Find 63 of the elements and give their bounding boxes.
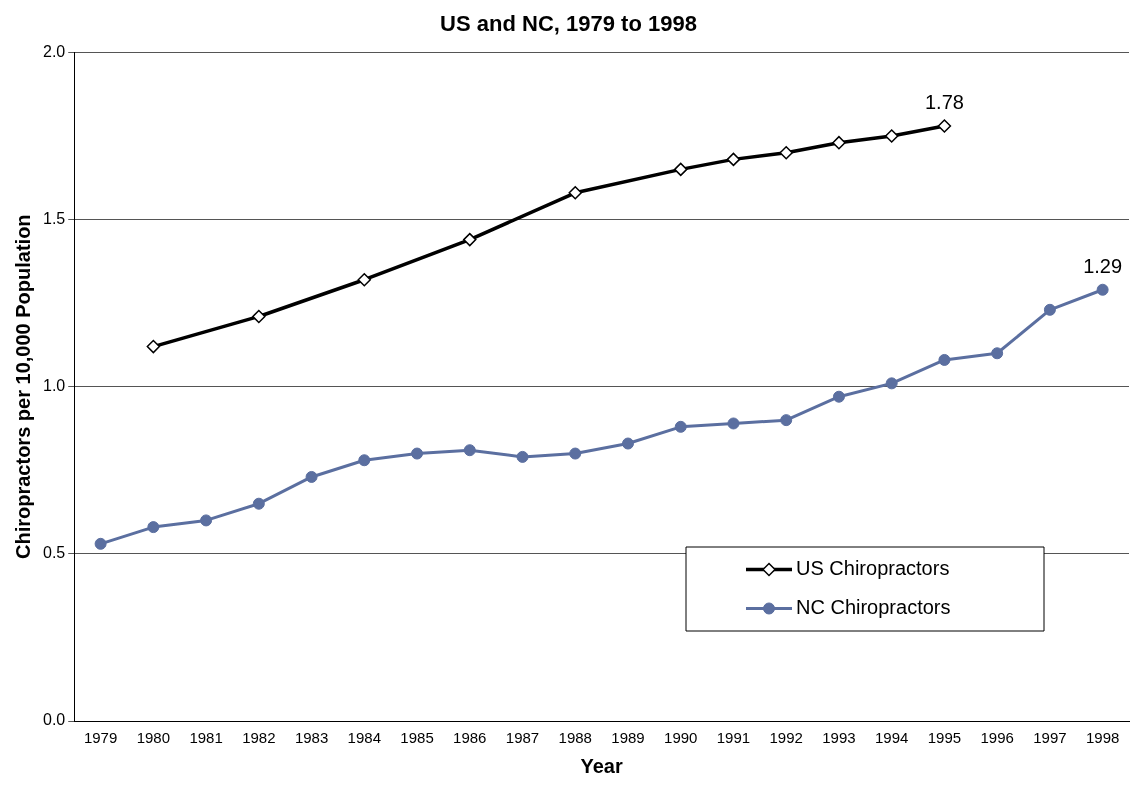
point: [937, 119, 952, 133]
point: [832, 135, 846, 150]
point: [147, 521, 160, 534]
point: [779, 145, 793, 160]
point: [569, 447, 582, 460]
y-tick-label: 2.0: [42, 42, 66, 60]
x-tick-label: 1994: [874, 729, 909, 747]
point: [252, 309, 266, 324]
x-tick-label: 1979: [83, 729, 118, 747]
x-tick-label: 1998: [1085, 729, 1120, 747]
point: [146, 339, 161, 354]
x-tick-label: 1982: [242, 729, 276, 747]
point: [411, 447, 424, 460]
point: [674, 420, 687, 433]
y-tick-label: 0.5: [42, 544, 66, 562]
point: [463, 444, 476, 457]
point: [832, 390, 845, 403]
point: [884, 129, 899, 143]
point: [516, 450, 529, 463]
x-tick-label: 1993: [822, 729, 856, 747]
x-tick-label: 1995: [927, 729, 962, 747]
point: [252, 497, 265, 510]
point: [1043, 303, 1056, 316]
point: [568, 186, 582, 200]
chart-title: US and NC, 1979 to 1998: [440, 11, 697, 37]
point: [938, 353, 951, 366]
x-tick-label: 1987: [505, 729, 540, 747]
x-tick-label: 1981: [189, 729, 223, 747]
x-tick-label: 1992: [769, 729, 803, 747]
data-label: 1.29: [1083, 255, 1123, 278]
x-axis-title: Year: [580, 754, 623, 777]
y-tick-label: 1.0: [42, 377, 66, 395]
point: [885, 377, 898, 390]
x-tick-label: 1989: [611, 729, 645, 747]
point: [1096, 283, 1109, 296]
x-tick-label: 1996: [980, 729, 1014, 747]
point: [358, 454, 371, 467]
point: [621, 437, 634, 450]
legend-label: US Chiropractors: [796, 557, 950, 580]
x-tick-label: 1991: [716, 729, 751, 747]
x-tick-label: 1984: [347, 729, 381, 747]
point: [726, 152, 741, 167]
point: [463, 232, 477, 247]
y-tick-label: 0.0: [42, 711, 66, 729]
point: [94, 537, 107, 550]
x-tick-label: 1980: [136, 729, 171, 747]
y-tick-label: 1.5: [42, 209, 66, 227]
point: [727, 417, 740, 430]
point: [305, 470, 318, 483]
data-label: 1.78: [924, 91, 964, 114]
x-tick-label: 1988: [558, 729, 592, 747]
x-tick-label: 1990: [664, 729, 698, 747]
point: [357, 272, 372, 287]
x-tick-label: 1986: [453, 729, 487, 747]
legend-label: NC Chiropractors: [796, 596, 951, 619]
x-tick-label: 1997: [1033, 729, 1067, 747]
x-tick-label: 1983: [294, 729, 329, 747]
x-tick-label: 1985: [400, 729, 434, 747]
point: [780, 414, 793, 427]
point: [673, 162, 688, 177]
point: [200, 514, 213, 527]
y-axis-title: Chiropractors per 10,000 Population: [11, 214, 34, 559]
point: [991, 347, 1004, 360]
